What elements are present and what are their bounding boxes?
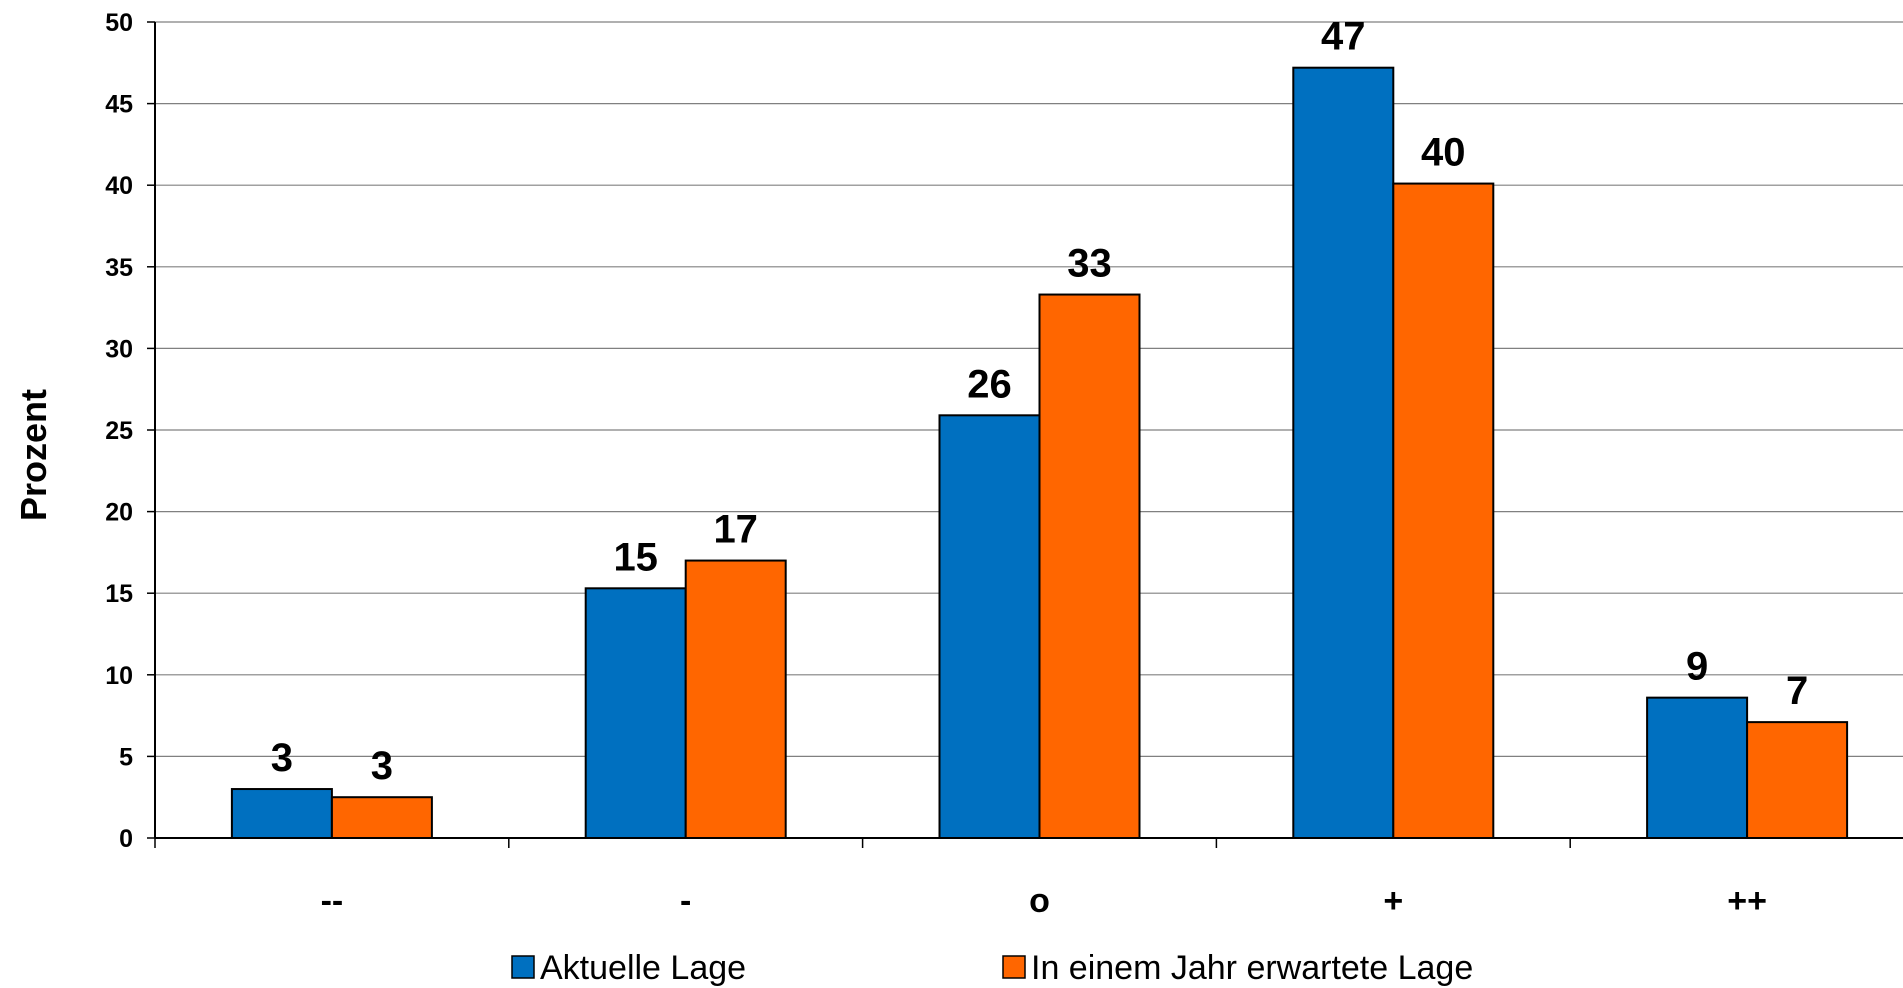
data-label: 7 xyxy=(1786,669,1808,713)
bar-erwartete-lage xyxy=(1392,182,1495,839)
legend-swatch xyxy=(511,955,535,979)
y-axis-label: Prozent xyxy=(13,389,54,521)
y-tick-label: 45 xyxy=(105,91,133,119)
bar-erwartete-lage xyxy=(1746,721,1849,839)
bars xyxy=(230,66,1849,840)
bar-erwartete-lage xyxy=(684,559,787,839)
data-label: 3 xyxy=(371,744,393,788)
data-label: 26 xyxy=(967,362,1012,406)
x-category-label: -- xyxy=(321,882,344,920)
bar-aktuelle-lage xyxy=(584,587,687,840)
bar-erwartete-lage xyxy=(330,796,433,840)
data-label: 15 xyxy=(613,535,658,579)
data-label: 33 xyxy=(1067,242,1112,286)
bar-aktuelle-lage xyxy=(938,414,1041,839)
y-axis-ticks: 0 5 10 15 20 25 30 35 40 45 50 xyxy=(105,9,155,853)
bar-aktuelle-lage xyxy=(1292,66,1395,840)
bar-aktuelle-lage xyxy=(1646,696,1749,840)
y-tick-label: 25 xyxy=(105,417,133,445)
y-tick-label: 0 xyxy=(119,825,133,853)
y-tick-label: 20 xyxy=(105,499,133,527)
x-category-label: - xyxy=(680,882,691,920)
data-label: 47 xyxy=(1321,15,1366,59)
legend-label: In einem Jahr erwartete Lage xyxy=(1031,949,1473,987)
bar-aktuelle-lage xyxy=(230,788,333,839)
data-label: 17 xyxy=(713,508,758,552)
y-tick-label: 5 xyxy=(119,743,133,771)
legend: Aktuelle Lage In einem Jahr erwartete Lag… xyxy=(511,949,1473,987)
x-category-label: o xyxy=(1029,882,1050,920)
y-tick-label: 40 xyxy=(105,172,133,200)
y-tick-label: 50 xyxy=(105,9,133,37)
y-tick-label: 35 xyxy=(105,254,133,282)
x-category-label: + xyxy=(1383,882,1403,920)
y-tick-label: 15 xyxy=(105,580,133,608)
y-tick-label: 10 xyxy=(105,662,133,690)
x-axis-categories: -- - o + ++ xyxy=(321,882,1767,920)
legend-label: Aktuelle Lage xyxy=(540,949,746,987)
data-label: 40 xyxy=(1421,131,1466,175)
x-category-label: ++ xyxy=(1727,882,1767,920)
axes xyxy=(154,22,1903,848)
y-tick-label: 30 xyxy=(105,335,133,363)
bar-erwartete-lage xyxy=(1038,293,1141,839)
legend-swatch xyxy=(1002,955,1026,979)
data-label: 3 xyxy=(271,736,293,780)
data-label: 9 xyxy=(1686,645,1708,689)
